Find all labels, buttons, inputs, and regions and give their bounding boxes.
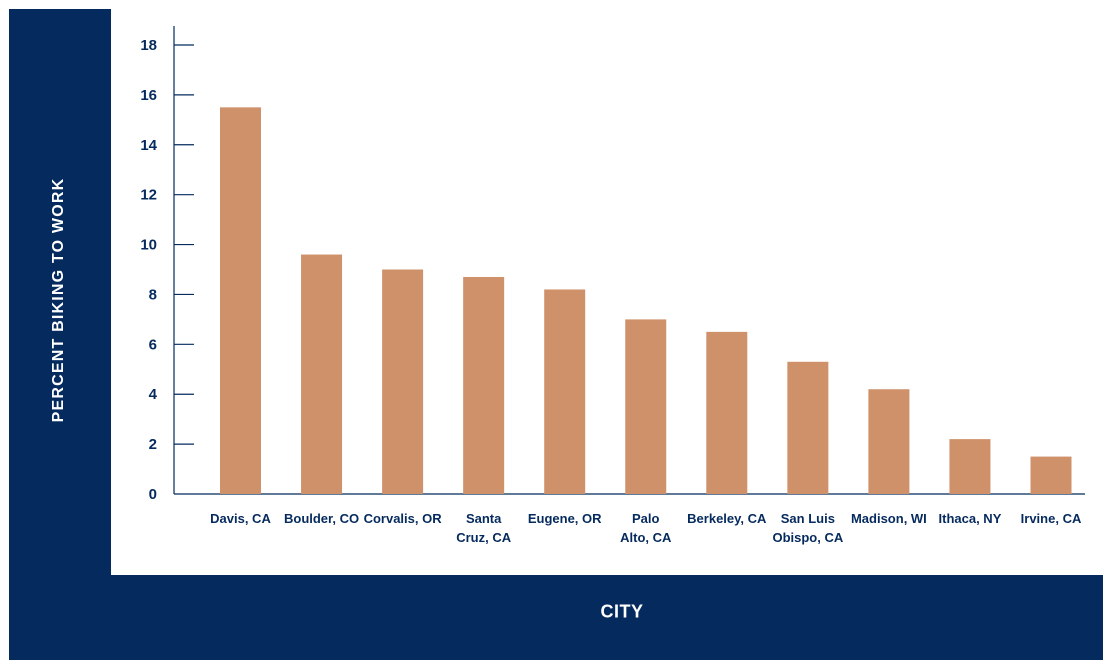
x-tick-label-line: Boulder, CO bbox=[284, 511, 359, 526]
y-tick-label: 4 bbox=[149, 386, 158, 403]
x-tick-label-line: Alto, CA bbox=[620, 530, 672, 545]
y-tick-label: 6 bbox=[149, 336, 157, 353]
x-tick-label-line: Davis, CA bbox=[210, 511, 271, 526]
y-tick-label: 16 bbox=[140, 87, 157, 104]
x-tick-label: Berkeley, CA bbox=[687, 511, 767, 526]
axes: 0 2 4 6 8 10 12 14 16 18 bbox=[140, 26, 1085, 503]
x-tick-label-line: Cruz, CA bbox=[456, 530, 512, 545]
bar bbox=[625, 319, 667, 494]
y-tick-label: 10 bbox=[140, 237, 157, 254]
x-tick-label-line: Berkeley, CA bbox=[687, 511, 767, 526]
bar bbox=[220, 107, 261, 494]
x-axis-title: CITY bbox=[600, 601, 644, 622]
bar bbox=[544, 289, 586, 494]
x-tick-label-line: Santa bbox=[466, 511, 502, 526]
bar bbox=[382, 269, 424, 494]
plot-area bbox=[111, 9, 1103, 575]
x-tick-label-line: Corvalis, OR bbox=[364, 511, 443, 526]
y-tick-label: 14 bbox=[140, 137, 157, 154]
x-tick-label: Davis, CA bbox=[210, 511, 271, 526]
bar bbox=[301, 254, 343, 494]
y-tick-label: 0 bbox=[149, 486, 157, 503]
x-tick-label-line: Palo bbox=[632, 511, 660, 526]
y-tick-label: 18 bbox=[140, 37, 157, 54]
bar bbox=[787, 361, 829, 494]
y-tick-label: 8 bbox=[149, 286, 157, 303]
bar bbox=[868, 389, 910, 494]
bar bbox=[949, 439, 991, 494]
x-tick-label: Eugene, OR bbox=[528, 511, 602, 526]
bars bbox=[220, 107, 1072, 494]
x-tick-label-line: Ithaca, NY bbox=[939, 511, 1002, 526]
x-tick-label: Corvalis, OR bbox=[364, 511, 443, 526]
x-tick-label: Irvine, CA bbox=[1021, 511, 1082, 526]
x-tick-label-line: Obispo, CA bbox=[772, 530, 843, 545]
category-labels: Davis, CA Boulder, CO Corvalis, OR Santa Cru… bbox=[210, 511, 1082, 545]
x-tick-label: Boulder, CO bbox=[284, 511, 359, 526]
x-tick-label: Santa Cruz, CA bbox=[456, 511, 512, 545]
bar bbox=[706, 331, 748, 494]
x-tick-label: San Luis Obispo, CA bbox=[772, 511, 843, 545]
bar bbox=[1030, 456, 1072, 494]
x-tick-label-line: Eugene, OR bbox=[528, 511, 602, 526]
x-tick-label-line: Irvine, CA bbox=[1021, 511, 1082, 526]
x-tick-label: Madison, WI bbox=[851, 511, 927, 526]
x-tick-label: Ithaca, NY bbox=[939, 511, 1002, 526]
bar bbox=[463, 276, 505, 494]
x-tick-label: Palo Alto, CA bbox=[620, 511, 672, 545]
y-tick-label: 2 bbox=[149, 436, 157, 453]
x-tick-label-line: San Luis bbox=[781, 511, 835, 526]
y-tick-label: 12 bbox=[140, 187, 157, 204]
x-tick-label-line: Madison, WI bbox=[851, 511, 927, 526]
